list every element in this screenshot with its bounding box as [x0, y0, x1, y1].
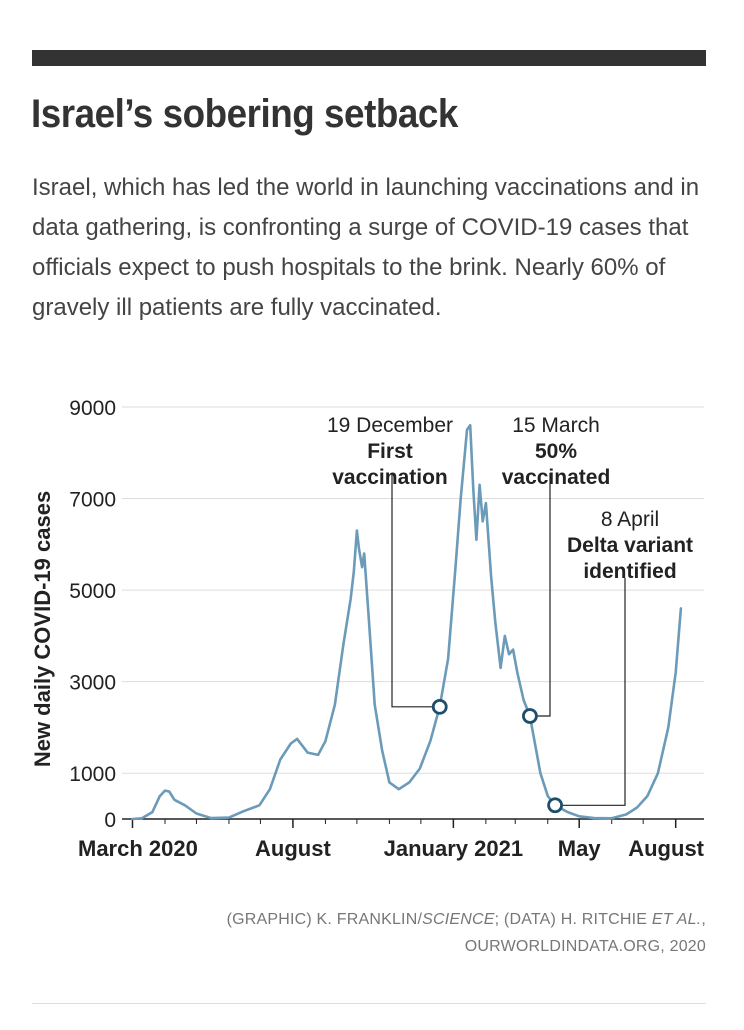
y-tick-label: 0	[104, 809, 116, 832]
credit-line2: OURWORLDINDATA.ORG, 2020	[464, 938, 706, 955]
x-axis-ticks: March 2020 August January 2021 May August	[78, 818, 705, 861]
chart-gridlines	[122, 406, 704, 774]
page-title: Israel’s sobering setback	[31, 92, 458, 136]
annotation-event-label: First	[367, 440, 413, 463]
x-tick-label: August	[255, 836, 331, 861]
y-tick-label: 1000	[69, 763, 116, 786]
chart-annotations: 19 December First vaccination 15 March 50% va…	[327, 414, 693, 814]
y-axis-label: New daily COVID-19 cases	[30, 491, 55, 767]
annotation-event-label: 50%	[535, 440, 577, 463]
annotation-event-label: Delta variant	[567, 534, 693, 557]
annotation-date-label: 8 April	[601, 508, 659, 531]
credit-text: (GRAPHIC) K. FRANKLIN/SCIENCE; (DATA) H.…	[66, 906, 706, 960]
credit-line1-suffix: ,	[701, 911, 706, 928]
x-tick-label: August	[628, 836, 704, 861]
y-tick-label: 3000	[69, 672, 116, 695]
x-tick-label: January 2021	[384, 836, 523, 861]
x-tick-label: May	[558, 836, 602, 861]
annotation-date-label: 19 December	[327, 414, 453, 437]
annotation-marker	[547, 797, 563, 814]
annotation-marker	[431, 698, 448, 715]
annotation-leader-line	[529, 473, 551, 717]
y-tick-label: 7000	[69, 489, 116, 512]
header-bar	[32, 50, 706, 66]
annotation-event-label: identified	[583, 560, 676, 583]
annotation-leader-line	[555, 578, 626, 806]
bottom-rule	[32, 1003, 706, 1004]
annotation-event-label: vaccination	[332, 466, 448, 489]
y-tick-label: 5000	[69, 580, 116, 603]
page-subtitle: Israel, which has led the world in launc…	[32, 174, 700, 321]
credit-line1-middle: ; (DATA) H. RITCHIE	[494, 911, 652, 928]
y-axis-ticks: 0 1000 3000 5000 7000 9000	[69, 397, 116, 832]
annotation-leader-line	[391, 473, 440, 708]
credit-line1-prefix: (GRAPHIC) K. FRANKLIN/	[226, 911, 423, 928]
annotation-marker	[522, 708, 538, 724]
annotation-event-label: vaccinated	[502, 466, 611, 489]
credit-line1-italic2: ET AL.	[651, 911, 702, 928]
credit-line1-italic: SCIENCE	[422, 911, 495, 928]
y-tick-label: 9000	[69, 397, 116, 420]
x-tick-label: March 2020	[78, 836, 198, 861]
cases-line-chart: 0 1000 3000 5000 7000 9000 March 2020 August Ja…	[30, 397, 705, 861]
annotation-date-label: 15 March	[512, 414, 600, 437]
